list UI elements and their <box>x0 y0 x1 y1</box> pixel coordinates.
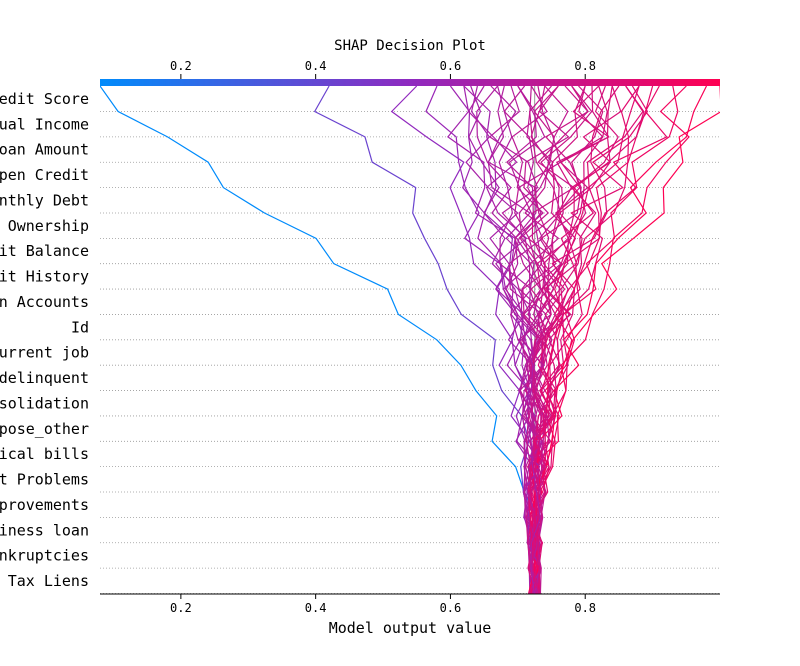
decision-line <box>527 85 640 594</box>
x-axis-label: Model output value <box>329 619 492 637</box>
top-axis-ticks: 0.2 0.4 0.6 0.8 <box>170 59 596 79</box>
feature-label: t Problems <box>0 471 89 489</box>
decision-line <box>313 85 538 594</box>
top-tick-label: 0.2 <box>170 59 192 73</box>
decision-line <box>527 85 593 594</box>
feature-label: oan Amount <box>0 141 89 159</box>
bottom-axis-ticks: 0.2 0.4 0.6 0.8 <box>170 594 596 615</box>
feature-label: delinquent <box>0 369 89 387</box>
decision-line <box>525 85 562 594</box>
feature-label: urrent job <box>0 344 89 362</box>
top-tick-label: 0.4 <box>305 59 327 73</box>
feature-label: nkruptcies <box>0 547 89 565</box>
feature-label: iness loan <box>0 521 89 539</box>
feature-label: it Balance <box>0 242 89 260</box>
bottom-tick-label: 0.2 <box>170 601 192 615</box>
feature-label: Tax Liens <box>8 572 89 590</box>
feature-label: ical bills <box>0 445 89 463</box>
bottom-tick-label: 0.6 <box>440 601 462 615</box>
decision-line <box>511 85 548 594</box>
feature-label: provements <box>0 496 89 514</box>
feature-label: edit Score <box>0 90 89 108</box>
top-tick-label: 0.8 <box>574 59 596 73</box>
decision-line <box>100 85 538 594</box>
feature-label: pen Credit <box>0 166 89 184</box>
feature-label: nthly Debt <box>0 191 89 209</box>
decision-line <box>522 85 569 594</box>
decision-lines <box>100 85 720 594</box>
chart-title: SHAP Decision Plot <box>334 38 486 54</box>
feature-label: it History <box>0 268 89 286</box>
feature-label: ual Income <box>0 115 89 133</box>
decision-line <box>447 85 542 594</box>
feature-label: pose_other <box>0 420 89 438</box>
bottom-tick-label: 0.4 <box>305 601 327 615</box>
feature-gridlines <box>100 111 720 594</box>
decision-line <box>528 85 645 594</box>
feature-labels: edit Score ual Income oan Amount pen Credit… <box>0 90 89 590</box>
feature-label: Ownership <box>8 217 89 235</box>
feature-label: solidation <box>0 394 89 412</box>
top-tick-label: 0.6 <box>440 59 462 73</box>
feature-label: Id <box>71 318 89 336</box>
bottom-tick-label: 0.8 <box>574 601 596 615</box>
feature-label: n Accounts <box>0 293 89 311</box>
decision-line <box>467 85 542 594</box>
colorbar <box>100 79 720 86</box>
